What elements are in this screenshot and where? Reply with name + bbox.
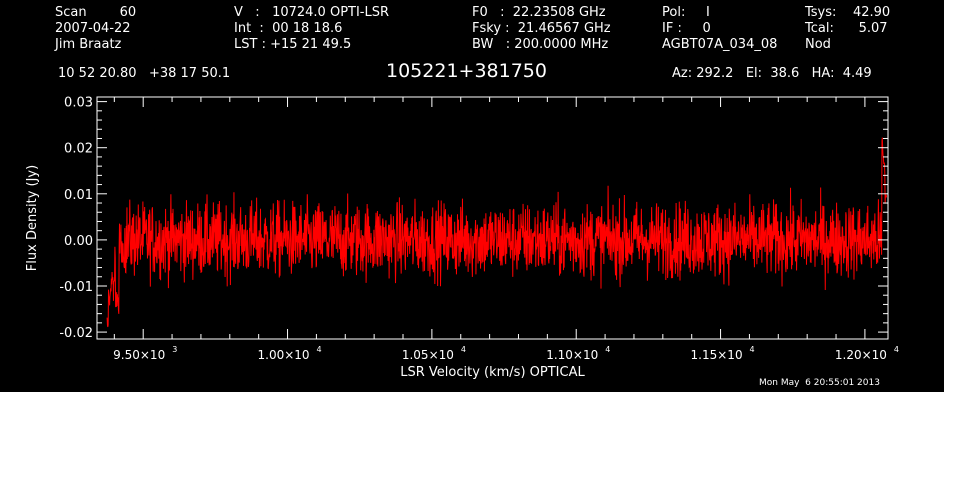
y-tick-label: 0.01 bbox=[64, 188, 93, 203]
y-axis-label: Flux Density (Jy) bbox=[25, 165, 40, 271]
spectrum-chart: 9.50×10 3 1.00×10 4 1.05×10 4 1.10×10 4 1.15×10 4… bbox=[25, 96, 899, 380]
x-tick-exponent: 4 bbox=[317, 345, 322, 354]
x-tick-exponent: 3 bbox=[172, 345, 177, 354]
x-tick-label: 1.00×10 bbox=[258, 348, 310, 362]
if-label: IF : 0 bbox=[662, 21, 711, 36]
spectrum-line bbox=[106, 137, 888, 328]
date-label: 2007-04-22 bbox=[55, 21, 131, 36]
integration-label: Int : 00 18 18.6 bbox=[234, 21, 343, 36]
timestamp: Mon May 6 20:55:01 2013 bbox=[759, 378, 880, 388]
lst-label: LST : +15 21 49.5 bbox=[234, 37, 352, 52]
x-tick-label: 1.05×10 bbox=[402, 348, 454, 362]
az-el-ha-label: Az: 292.2 El: 38.6 HA: 4.49 bbox=[672, 66, 872, 81]
rest-frequency-label: F0 : 22.23508 GHz bbox=[472, 5, 606, 20]
bandwidth-label: BW : 200.0000 MHz bbox=[472, 37, 609, 52]
scan-label: Scan 60 bbox=[55, 5, 137, 20]
x-tick-exponent: 4 bbox=[894, 345, 899, 354]
y-tick-label: -0.01 bbox=[59, 280, 93, 295]
x-tick-exponent: 4 bbox=[461, 345, 466, 354]
y-tick-label: 0.02 bbox=[64, 142, 93, 157]
source-name: 105221+381750 bbox=[386, 60, 547, 82]
tcal-label: Tcal: 5.07 bbox=[805, 21, 888, 36]
velocity-label: V : 10724.0 OPTI-LSR bbox=[234, 5, 390, 20]
project-label: AGBT07A_034_08 bbox=[662, 37, 778, 52]
x-tick-label: 1.15×10 bbox=[691, 348, 743, 362]
plot-frame bbox=[96, 96, 889, 340]
x-tick-exponent: 4 bbox=[605, 345, 610, 354]
x-tick-exponent: 4 bbox=[750, 345, 755, 354]
y-tick-label: 0.03 bbox=[64, 96, 93, 111]
x-tick-label: 9.50×10 bbox=[113, 348, 165, 362]
sky-frequency-label: Fsky : 21.46567 GHz bbox=[472, 21, 611, 36]
y-tick-label: 0.00 bbox=[64, 234, 93, 249]
polarization-label: Pol: I bbox=[662, 5, 710, 20]
x-axis-label: LSR Velocity (km/s) OPTICAL bbox=[400, 365, 585, 380]
observer-label: Jim Braatz bbox=[55, 37, 122, 52]
x-tick-label: 1.10×10 bbox=[546, 348, 598, 362]
procedure-label: Nod bbox=[805, 37, 831, 52]
axis-ticks: 9.50×10 3 1.00×10 4 1.05×10 4 1.10×10 4 1.15×10 4… bbox=[59, 96, 899, 362]
x-tick-label: 1.20×10 bbox=[835, 348, 887, 362]
y-tick-label: -0.02 bbox=[59, 326, 93, 341]
spectrum-trace bbox=[106, 137, 888, 328]
source-coordinates: 10 52 20.80 +38 17 50.1 bbox=[58, 66, 231, 81]
plot-panel: Scan 60 2007-04-22 Jim Braatz V : 10724.… bbox=[0, 0, 944, 392]
tsys-label: Tsys: 42.90 bbox=[805, 5, 891, 20]
